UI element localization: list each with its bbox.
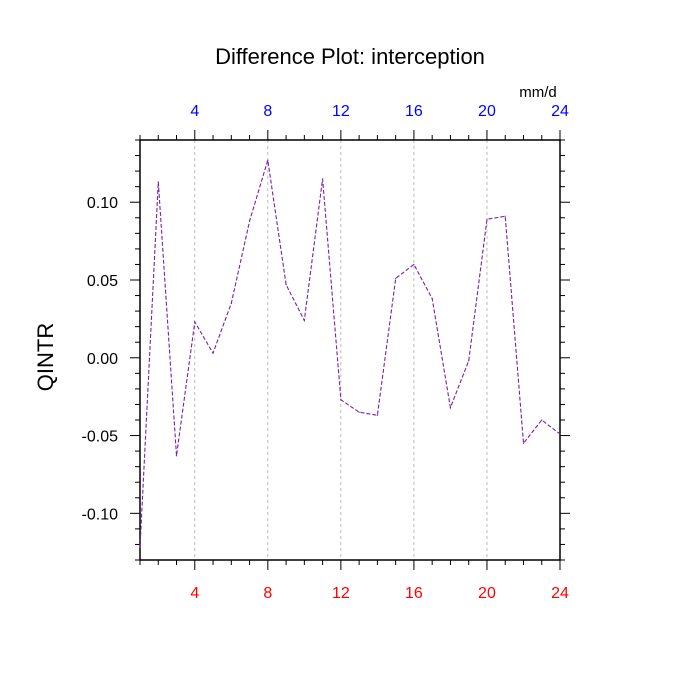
data-point — [194, 321, 196, 323]
x-tick-label-bottom: 16 — [405, 585, 423, 602]
axis-ticks — [130, 130, 570, 570]
data-point — [431, 298, 433, 300]
plot-area-frame — [139, 139, 561, 561]
data-point — [504, 215, 506, 217]
data-point — [522, 442, 525, 444]
data-point — [248, 220, 251, 222]
series-line — [139, 160, 561, 548]
y-tick-label: 0.10 — [87, 195, 118, 212]
x-tick-label-bottom: 12 — [332, 585, 350, 602]
y-tick-label: -0.05 — [82, 429, 119, 446]
data-point — [541, 419, 543, 421]
tick-labels: 4 4 8 8 12 12 16 16 20 20 24 24 -0.10 -0.05 0.00 0.05 0.… — [82, 103, 569, 602]
data-point — [267, 159, 269, 161]
data-point — [175, 455, 178, 457]
x-tick-label-top: 16 — [405, 103, 423, 120]
x-tick-label-bottom: 4 — [190, 585, 199, 602]
data-point — [212, 352, 214, 354]
data-point — [376, 414, 378, 416]
x-tick-label-bottom: 8 — [263, 585, 272, 602]
chart-title: Difference Plot: interception — [215, 44, 485, 69]
data-point — [285, 284, 287, 286]
x-tick-label-top: 4 — [190, 103, 199, 120]
units-label: mm/d — [519, 84, 557, 101]
y-tick-label: 0.00 — [87, 351, 118, 368]
y-tick-label: -0.10 — [82, 506, 119, 523]
data-point — [322, 178, 324, 180]
data-point — [340, 399, 342, 401]
data-point — [395, 277, 397, 280]
y-tick-label: 0.05 — [87, 273, 118, 290]
data-point — [157, 181, 159, 183]
data-point — [413, 263, 415, 266]
x-tick-label-top: 8 — [263, 103, 272, 120]
data-point — [468, 360, 470, 362]
x-tick-label-bottom: 24 — [551, 585, 569, 602]
x-tick-label-top: 24 — [551, 103, 569, 120]
data-point — [449, 406, 452, 409]
data-point — [358, 411, 360, 413]
grid-lines — [194, 140, 488, 560]
data-point — [559, 433, 561, 435]
x-tick-label-bottom: 20 — [478, 585, 496, 602]
x-tick-label-top: 12 — [332, 103, 350, 120]
data-point — [486, 218, 488, 220]
series-layer — [139, 159, 561, 549]
data-point — [139, 546, 141, 549]
data-point — [303, 319, 305, 322]
data-point — [230, 302, 232, 304]
y-axis-label: QINTR — [33, 323, 58, 391]
x-tick-label-top: 20 — [478, 103, 496, 120]
